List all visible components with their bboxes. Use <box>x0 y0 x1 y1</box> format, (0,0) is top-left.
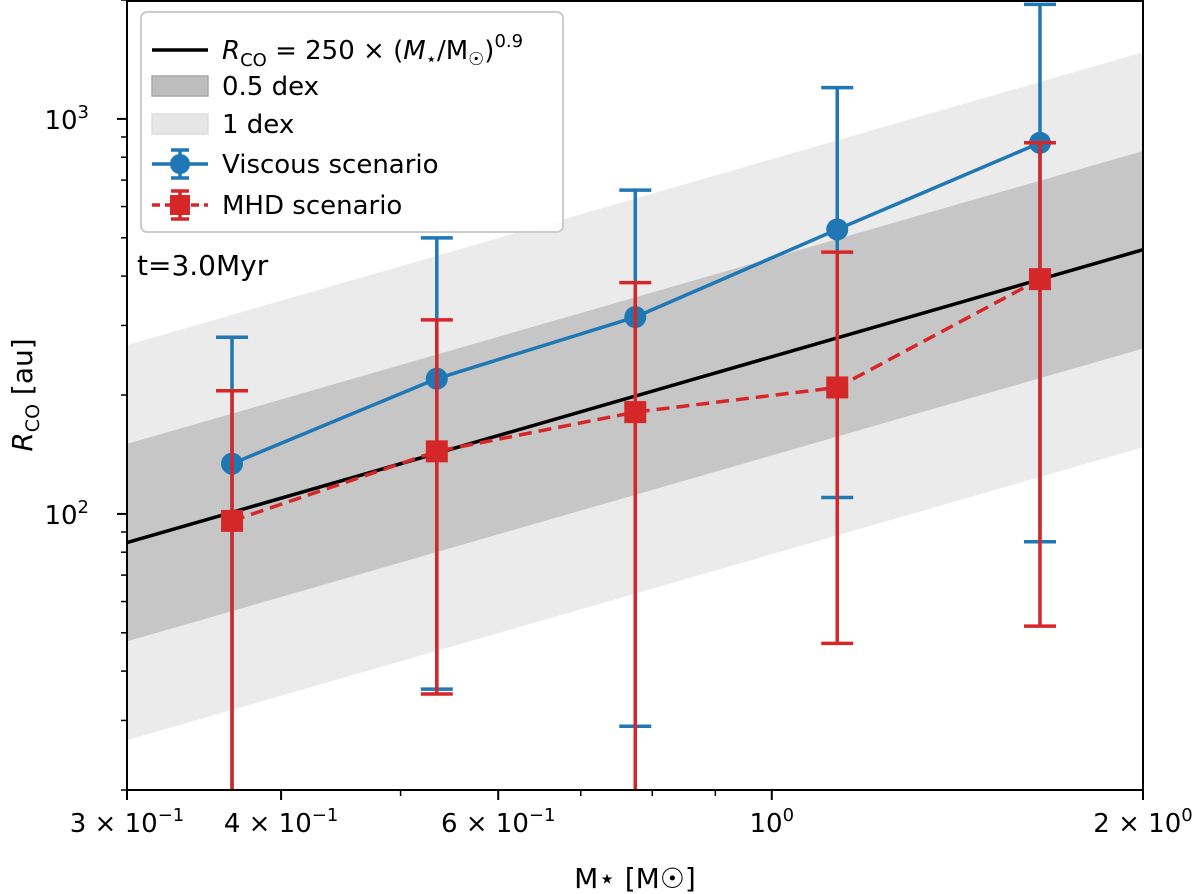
data-point <box>826 218 849 241</box>
x-axis: 3 × 10−1 4 × 10−1 6 × 10−1 100 2 × 100 <box>70 790 1193 839</box>
legend: RCO = 250 × (M⋆/M☉)0.90.5 dex 1 dex Viscou… <box>140 11 564 233</box>
legend-label-band: 1 dex <box>222 110 294 140</box>
data-point <box>425 440 448 463</box>
legend-marker <box>170 195 190 215</box>
data-point <box>1028 268 1051 291</box>
data-point <box>221 509 244 532</box>
y-axis-label: RCO [au] <box>6 338 44 451</box>
plot-area <box>127 2 1143 790</box>
legend-box <box>140 11 564 233</box>
series-line <box>231 277 1041 523</box>
legend-label-reference: RCO = 250 × (M⋆/M☉)0.9 <box>222 31 523 71</box>
x-axis-label: M⋆ [M☉] <box>574 862 696 894</box>
series-mhd <box>216 141 1056 790</box>
legend-label-band: 0.5 dex <box>222 72 319 102</box>
x-tick-label: 4 × 10−1 <box>224 805 339 839</box>
time-annotation: t=3.0Myr <box>137 249 269 282</box>
y-tick-label: 102 <box>44 497 89 531</box>
legend-handle-band <box>151 75 209 97</box>
legend-handle-band <box>151 113 209 135</box>
data-point <box>624 401 647 424</box>
data-point <box>826 376 849 399</box>
x-tick-label: 100 <box>750 805 795 839</box>
x-tick-label: 6 × 10−1 <box>441 805 555 839</box>
x-tick-label: 2 × 100 <box>1093 805 1192 839</box>
legend-label-series: MHD scenario <box>222 191 402 221</box>
x-tick-label: 3 × 10−1 <box>70 805 185 839</box>
legend-label-series: Viscous scenario <box>222 150 439 180</box>
series-layer <box>216 2 1056 790</box>
y-axis: 102 103 <box>44 0 127 791</box>
y-tick-label: 103 <box>44 102 89 136</box>
legend-marker <box>170 154 190 174</box>
